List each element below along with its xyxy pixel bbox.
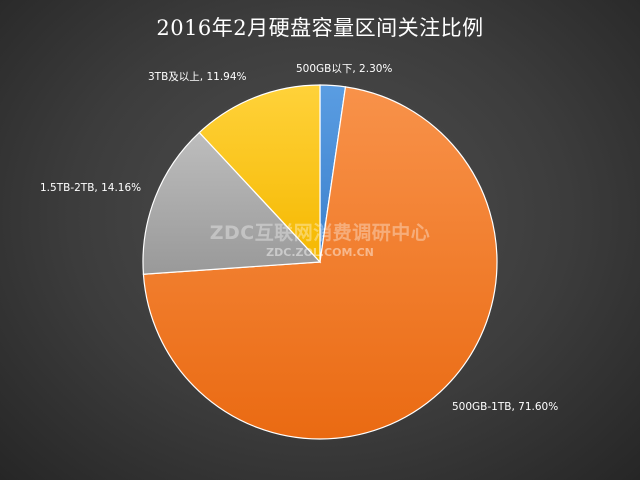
label-1-5tb-2tb: 1.5TB-2TB, 14.16% [40, 182, 141, 194]
label-500gb-1tb: 500GB-1TB, 71.60% [452, 401, 558, 413]
slice-1-5tb-2tb [142, 131, 322, 275]
label-3tb-plus: 3TB及以上, 11.94% [148, 71, 247, 83]
label-under-500gb: 500GB以下, 2.30% [296, 63, 392, 75]
watermark-sub: ZDC.ZOL.COM.CN [266, 246, 374, 259]
watermark-main: ZDC互联网消费调研中心 [209, 222, 431, 244]
chart-title: 2016年2月硬盘容量区间关注比例 [156, 16, 484, 40]
slice-3tb-plus [198, 84, 321, 264]
